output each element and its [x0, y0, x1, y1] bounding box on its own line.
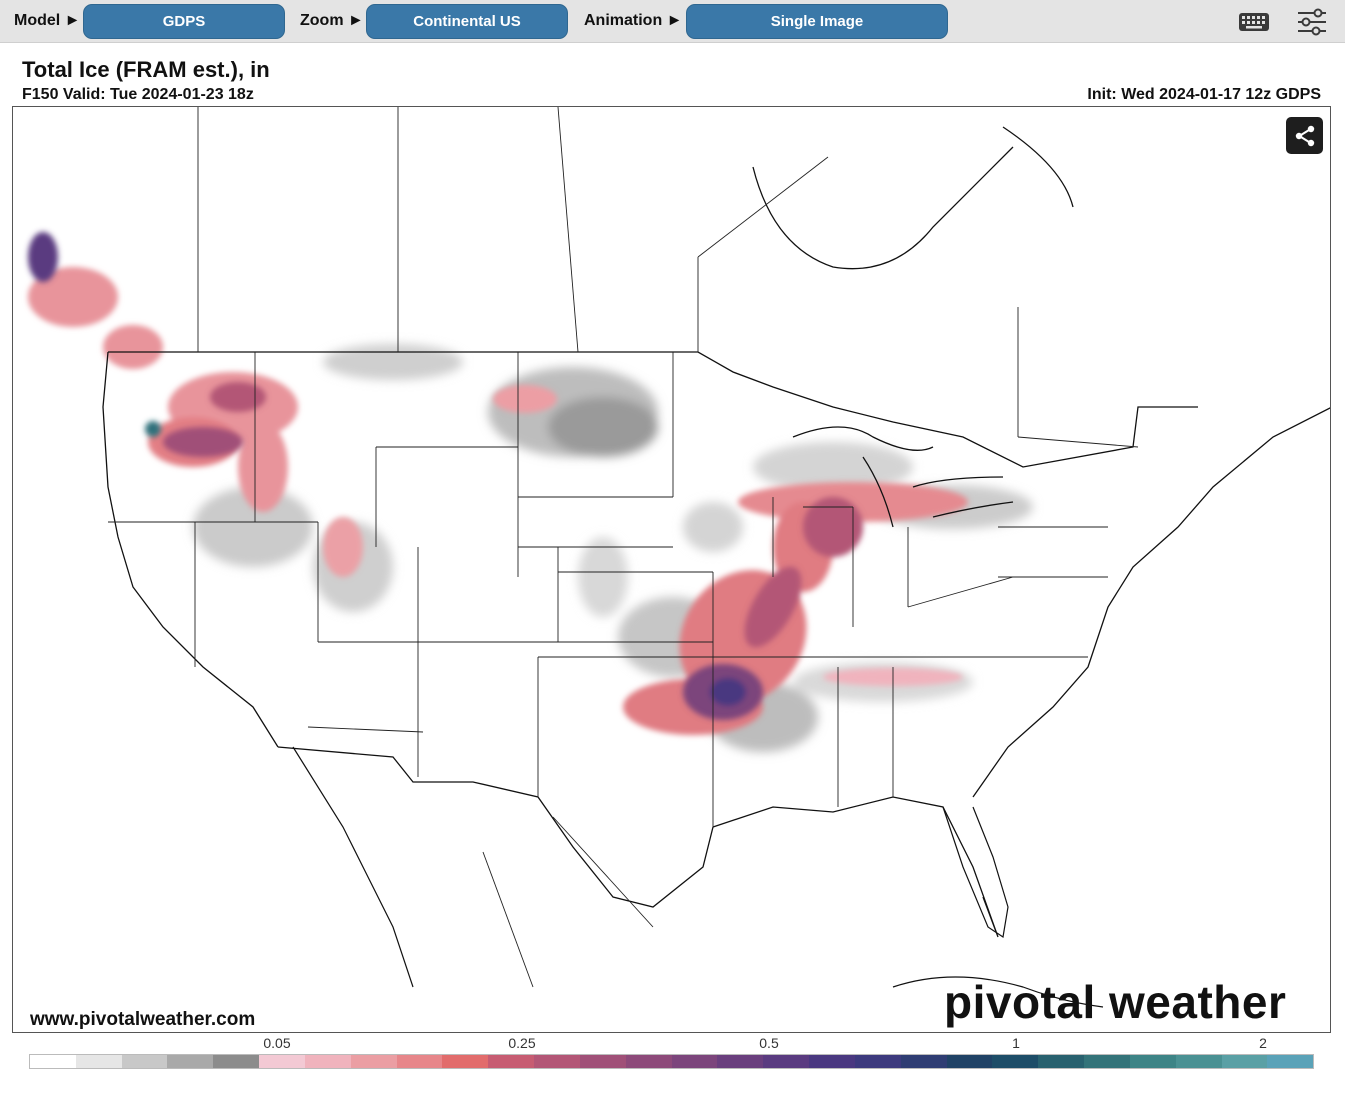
- animation-label: Animation ►: [584, 12, 683, 29]
- top-toolbar: Model ► GDPS Zoom ► Continental US Anima…: [0, 0, 1345, 43]
- ice-shading-heavy: [28, 232, 863, 720]
- colorbar-swatch: [534, 1055, 580, 1068]
- colorbar-swatch: [763, 1055, 810, 1068]
- colorbar-swatch: [442, 1055, 489, 1068]
- keyboard-icon[interactable]: [1237, 8, 1271, 36]
- state-borders: [108, 107, 1139, 988]
- colorbar-swatch: [121, 1055, 168, 1068]
- colorbar-swatch: [579, 1055, 626, 1068]
- colorbar-labels: 0.05 0.25 0.5 1 2: [0, 1035, 1345, 1053]
- init-time: Init: Wed 2024-01-17 12z GDPS: [1087, 86, 1321, 103]
- colorbar-swatch: [1175, 1055, 1222, 1068]
- colorbar-swatch: [946, 1055, 993, 1068]
- colorbar-swatch: [396, 1055, 443, 1068]
- colorbar-swatch: [1038, 1055, 1085, 1068]
- colorbar-swatch: [488, 1055, 535, 1068]
- colorbar-label: 0.05: [263, 1035, 291, 1051]
- colorbar-swatch: [304, 1055, 351, 1068]
- colorbar-swatch: [1129, 1055, 1176, 1068]
- colorbar-swatch: [1267, 1055, 1314, 1068]
- colorbar-label: 0.5: [759, 1035, 779, 1051]
- colorbar-swatch: [900, 1055, 947, 1068]
- pivotal-weather-logo: pivotal weather: [944, 976, 1287, 1028]
- map-title: Total Ice (FRAM est.), in: [22, 57, 270, 82]
- map-graphic: [28, 107, 1330, 1008]
- colorbar-label: 1: [1012, 1035, 1020, 1051]
- share-icon[interactable]: [1286, 117, 1323, 154]
- colorbar-swatch: [717, 1055, 764, 1068]
- colorbar-swatch: [75, 1055, 122, 1068]
- forecast-map[interactable]: [12, 106, 1331, 1033]
- model-label: Model ►: [14, 12, 81, 29]
- colorbar: [29, 1054, 1314, 1069]
- zoom-label: Zoom ►: [300, 12, 364, 29]
- colorbar-swatch: [213, 1055, 260, 1068]
- colorbar-swatch: [167, 1055, 214, 1068]
- zoom-select-button[interactable]: Continental US: [366, 4, 568, 39]
- colorbar-swatch: [1084, 1055, 1130, 1068]
- coast-detail: [292, 746, 1104, 1008]
- colorbar-swatch: [671, 1055, 718, 1068]
- map-borders: [102, 126, 1330, 938]
- model-select-button[interactable]: GDPS: [83, 4, 285, 39]
- colorbar-swatch: [809, 1055, 855, 1068]
- ice-shading-light: [193, 344, 1033, 752]
- site-url[interactable]: www.pivotalweather.com: [30, 1009, 256, 1030]
- colorbar-swatch: [350, 1055, 397, 1068]
- colorbar-label: 2: [1259, 1035, 1267, 1051]
- colorbar-label: 0.25: [508, 1035, 536, 1051]
- animation-select-button[interactable]: Single Image: [686, 4, 948, 39]
- settings-sliders-icon[interactable]: [1295, 8, 1329, 36]
- colorbar-swatch: [30, 1055, 76, 1068]
- colorbar-swatch: [992, 1055, 1039, 1068]
- colorbar-swatch: [259, 1055, 305, 1068]
- colorbar-swatch: [1221, 1055, 1268, 1068]
- colorbar-swatch: [854, 1055, 901, 1068]
- valid-time: F150 Valid: Tue 2024-01-23 18z: [22, 86, 254, 103]
- colorbar-swatch: [625, 1055, 672, 1068]
